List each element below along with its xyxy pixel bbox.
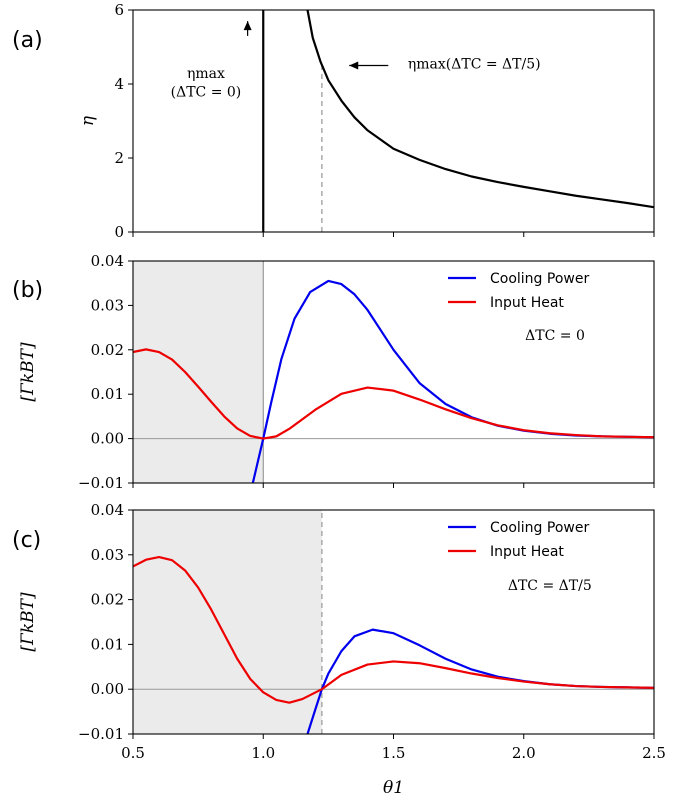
y-tick-label: 0.03 (91, 296, 124, 314)
y-tick-label: 0.00 (91, 680, 124, 698)
condition-label: ΔTC = 0 (525, 328, 585, 344)
y-tick-label: −0.01 (78, 474, 124, 492)
panel-b: −0.01 0.00 0.01 0.02 0.03 0.04 (b) [ΓkBT] ΔTC = … (12, 252, 655, 492)
y-tick-label: 0.00 (91, 430, 124, 448)
y-tick-label: 2 (114, 149, 124, 167)
arrow-head-1 (349, 61, 359, 70)
legend-entry: Cooling Power (490, 520, 589, 536)
y-axis-label: η (78, 115, 98, 126)
y-tick-label: 0.03 (91, 546, 124, 564)
y-tick-label: 0.01 (91, 385, 124, 403)
y-axis-label: [ΓkBT] (18, 592, 38, 652)
series-cooling-power (306, 628, 654, 734)
ann-a1-line1: ηmax (187, 66, 225, 82)
y-tick-label: 0 (114, 223, 124, 241)
y-tick-label: 0.04 (91, 501, 124, 519)
series-input-heat (133, 348, 654, 440)
panel-label: (a) (12, 28, 43, 53)
panel-label: (c) (12, 528, 41, 553)
legend-entry: Input Heat (490, 295, 564, 311)
condition-label: ΔTC = ΔT/5 (508, 578, 592, 594)
y-tick-label: 4 (114, 75, 124, 93)
y-tick-label: −0.01 (78, 725, 124, 743)
ann-a2: ηmax(ΔTC = ΔT/5) (408, 57, 541, 73)
plot-area (133, 261, 654, 483)
series-input-heat (133, 555, 654, 704)
x-tick-label: 2.5 (642, 744, 666, 762)
panel-a: 0 2 4 6 (a) η ηmax (ΔTC = 0) ηmax(ΔTC = ΔT/5) (12, 1, 655, 241)
y-tick-label: 0.02 (91, 341, 124, 359)
legend-entry: Cooling Power (490, 271, 589, 287)
shaded-region (133, 261, 264, 483)
series-curve-1 (306, 10, 654, 209)
arrow-head-0 (243, 21, 252, 31)
plot-area (133, 510, 654, 734)
y-tick-label: 0.04 (91, 252, 124, 270)
series-cooling-power (251, 279, 654, 483)
legend-entry: Input Heat (490, 544, 564, 560)
y-tick-label: 0.01 (91, 635, 124, 653)
ann-a1-line2: (ΔTC = 0) (171, 84, 242, 100)
y-axis-label: [ΓkBT] (18, 342, 38, 402)
y-tick-label: 6 (114, 1, 124, 19)
y-tick-label: 0.02 (91, 591, 124, 609)
plot-area (262, 10, 654, 232)
panel-label: (b) (12, 278, 43, 303)
x-tick-label: 2.0 (512, 744, 536, 762)
x-tick-label: 0.5 (121, 744, 145, 762)
x-tick-label: 1.0 (251, 744, 275, 762)
axes-frame (132, 9, 655, 233)
x-axis-label: θ1 (383, 778, 404, 798)
x-tick-label: 1.5 (382, 744, 406, 762)
shaded-region (133, 510, 322, 734)
panel-c: 0.5 1.0 1.5 2.0 2.5 −0.01 0.00 0.01 0.02 0.03 0.04… (12, 501, 666, 798)
